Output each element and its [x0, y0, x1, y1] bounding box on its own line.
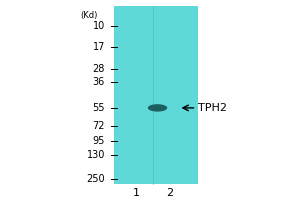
Text: 72: 72 — [92, 121, 105, 131]
Ellipse shape — [148, 104, 167, 112]
Text: 10: 10 — [93, 21, 105, 31]
Text: 28: 28 — [93, 64, 105, 74]
Text: (Kd): (Kd) — [80, 11, 97, 20]
Text: 1: 1 — [133, 188, 140, 198]
Text: 17: 17 — [93, 42, 105, 52]
Text: 2: 2 — [166, 188, 173, 198]
Text: TPH2: TPH2 — [198, 103, 227, 113]
Text: 95: 95 — [93, 136, 105, 146]
Bar — [114, 6, 198, 184]
Text: 130: 130 — [87, 150, 105, 160]
Text: 55: 55 — [92, 103, 105, 113]
Text: 250: 250 — [86, 174, 105, 184]
Text: 36: 36 — [93, 77, 105, 87]
